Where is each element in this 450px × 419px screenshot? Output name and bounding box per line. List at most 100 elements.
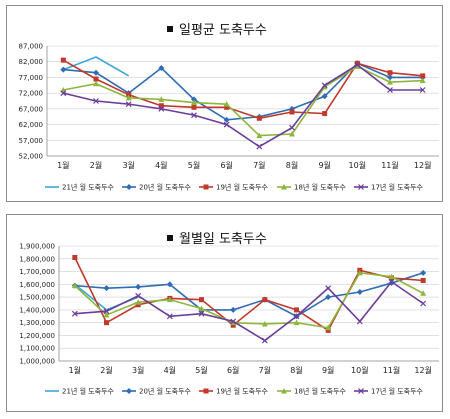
series-s18 bbox=[71, 269, 427, 331]
data-point bbox=[387, 79, 393, 85]
data-point bbox=[103, 285, 110, 292]
x-tick-label: 2월 bbox=[90, 160, 102, 170]
data-point bbox=[261, 320, 268, 327]
legend-label: 17년 월 도축두수 bbox=[371, 387, 424, 396]
legend-item: 20년 월 도축두수 bbox=[122, 387, 192, 396]
data-point bbox=[387, 70, 393, 76]
series-s21 bbox=[63, 56, 130, 77]
x-tick-label: 12월 bbox=[414, 365, 432, 375]
data-point bbox=[60, 57, 66, 63]
legend-label: 19년 월 도축두수 bbox=[216, 183, 269, 192]
x-tick-label: 9월 bbox=[322, 365, 334, 375]
data-point bbox=[166, 296, 173, 303]
x-tick-label: 4월 bbox=[164, 365, 176, 375]
data-point bbox=[60, 90, 67, 97]
data-point bbox=[419, 77, 426, 84]
legend-marker bbox=[126, 388, 132, 394]
data-point bbox=[325, 294, 332, 301]
legend-item: 19년 월 도축두수 bbox=[199, 183, 269, 192]
data-point bbox=[158, 103, 164, 109]
legend-item: 18년 월 도축두수 bbox=[277, 387, 347, 396]
series-line bbox=[74, 280, 424, 342]
series-line bbox=[63, 65, 423, 137]
x-tick-label: 3월 bbox=[122, 160, 134, 170]
legend-marker bbox=[203, 184, 209, 190]
data-point bbox=[191, 104, 197, 110]
data-point bbox=[388, 278, 395, 285]
data-point bbox=[230, 318, 237, 325]
data-point bbox=[135, 302, 141, 308]
data-point bbox=[289, 124, 295, 131]
series-s19 bbox=[60, 57, 426, 121]
series-s17 bbox=[60, 61, 426, 150]
series-line bbox=[74, 257, 424, 332]
legend-marker bbox=[358, 388, 364, 394]
data-point bbox=[158, 65, 165, 71]
y-tick-label: 67,000 bbox=[19, 105, 44, 113]
y-tick-label: 82,000 bbox=[19, 58, 44, 66]
x-tick-label: 8월 bbox=[290, 365, 302, 375]
y-tick-label: 1,200,000 bbox=[19, 332, 55, 340]
series-line bbox=[63, 63, 423, 148]
data-point bbox=[191, 96, 197, 103]
data-point bbox=[60, 66, 67, 73]
legend-marker bbox=[281, 184, 287, 190]
x-tick-label: 12월 bbox=[414, 160, 432, 170]
y-tick-label: 1,900,000 bbox=[19, 243, 55, 251]
x-tick-label: 8월 bbox=[286, 160, 298, 170]
legend-item: 18년 월 도축두수 bbox=[277, 183, 347, 192]
data-point bbox=[198, 310, 205, 317]
legend-item: 17년 월 도축두수 bbox=[354, 183, 424, 192]
monthly-chart-panel: 월별일 도축두수 1,000,000 1,100,000 1,200,000 1,30… bbox=[6, 214, 443, 412]
data-point bbox=[256, 115, 262, 121]
data-point bbox=[420, 290, 427, 296]
x-tick-label: 4월 bbox=[155, 160, 167, 170]
data-point bbox=[166, 313, 173, 320]
data-point bbox=[420, 300, 427, 307]
series-line bbox=[63, 56, 130, 77]
data-point bbox=[223, 101, 230, 107]
title-bullet-icon bbox=[167, 235, 173, 241]
x-tick-label: 1월 bbox=[57, 160, 69, 170]
legend-label: 19년 월 도축두수 bbox=[216, 387, 269, 396]
x-tick-label: 11월 bbox=[383, 365, 401, 375]
data-point bbox=[104, 320, 109, 326]
legend-label: 18년 월 도축두수 bbox=[294, 387, 347, 396]
legend-label: 21년 월 도축두수 bbox=[62, 183, 115, 192]
data-point bbox=[356, 318, 363, 325]
x-tick-label: 10월 bbox=[351, 365, 369, 375]
legend-marker bbox=[281, 388, 287, 394]
data-point bbox=[388, 273, 395, 280]
legend-marker bbox=[358, 184, 364, 190]
data-point bbox=[125, 101, 132, 108]
data-point bbox=[289, 131, 295, 137]
y-tick-label: 1,100,000 bbox=[19, 345, 55, 353]
data-point bbox=[135, 292, 142, 299]
data-point bbox=[135, 299, 142, 305]
daily-average-chart-panel: 일평균 도축두수 52,000 57,000 62,000 67,000 72,000 7… bbox=[6, 5, 443, 202]
legend-label: 21년 월 도축두수 bbox=[62, 387, 115, 396]
y-tick-label: 87,000 bbox=[19, 43, 44, 51]
data-point bbox=[198, 305, 205, 312]
data-point bbox=[135, 283, 142, 290]
y-tick-label: 1,400,000 bbox=[19, 306, 55, 314]
data-point bbox=[93, 76, 99, 82]
monthly-chart: 월별일 도축두수 1,000,000 1,100,000 1,200,000 1,30… bbox=[19, 232, 439, 396]
x-tick-label: 1월 bbox=[69, 365, 81, 375]
legend-marker bbox=[126, 184, 132, 190]
data-point bbox=[103, 308, 110, 315]
data-point bbox=[356, 289, 363, 295]
data-point bbox=[321, 93, 328, 100]
x-tick-label: 10월 bbox=[349, 160, 367, 170]
data-point bbox=[72, 255, 78, 260]
data-point bbox=[230, 322, 236, 328]
data-point bbox=[261, 337, 268, 344]
data-point bbox=[93, 69, 99, 76]
data-point bbox=[419, 87, 426, 93]
data-point bbox=[325, 285, 332, 292]
data-point bbox=[354, 63, 361, 69]
data-point bbox=[354, 60, 360, 66]
data-point bbox=[325, 324, 332, 331]
data-point bbox=[230, 306, 237, 313]
data-point bbox=[166, 281, 173, 288]
